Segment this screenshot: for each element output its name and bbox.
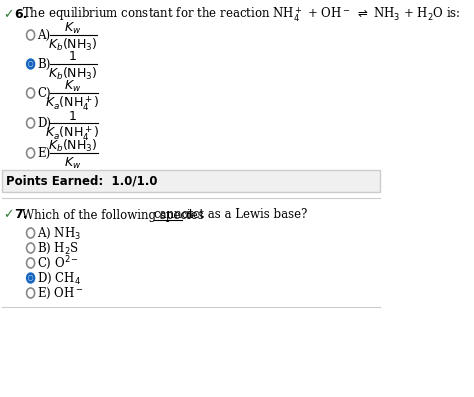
Circle shape	[29, 62, 32, 66]
Text: Points Earned:  1.0/1.0: Points Earned: 1.0/1.0	[6, 175, 157, 187]
Text: $K_a(\mathrm{NH_4^+})$: $K_a(\mathrm{NH_4^+})$	[45, 125, 100, 143]
Text: C) O$^{2-}$: C) O$^{2-}$	[37, 254, 79, 272]
Text: Which of the following species: Which of the following species	[22, 208, 207, 222]
Text: $K_b(\mathrm{NH_3})$: $K_b(\mathrm{NH_3})$	[48, 37, 97, 53]
Text: E) OH$^-$: E) OH$^-$	[37, 285, 83, 301]
Text: 7.: 7.	[15, 208, 28, 222]
Text: cannot: cannot	[154, 208, 194, 222]
Text: $1$: $1$	[68, 110, 77, 123]
Text: D): D)	[37, 116, 51, 129]
Text: $K_w$: $K_w$	[64, 156, 81, 171]
Circle shape	[29, 276, 32, 280]
Text: $K_b(\mathrm{NH_3})$: $K_b(\mathrm{NH_3})$	[48, 66, 97, 82]
Text: 6.: 6.	[15, 8, 28, 21]
Circle shape	[29, 276, 32, 280]
Circle shape	[29, 62, 32, 66]
Text: $K_w$: $K_w$	[64, 21, 81, 36]
Text: act as a Lewis base?: act as a Lewis base?	[182, 208, 307, 222]
Circle shape	[27, 59, 35, 69]
Text: $K_w$: $K_w$	[64, 79, 81, 94]
Text: ✓: ✓	[3, 208, 13, 222]
Circle shape	[27, 273, 35, 283]
Text: D) CH$_4$: D) CH$_4$	[37, 270, 81, 285]
Text: A): A)	[37, 29, 50, 42]
Text: ✓: ✓	[3, 8, 13, 21]
Text: $K_b(\mathrm{NH_3})$: $K_b(\mathrm{NH_3})$	[48, 138, 97, 154]
Text: B): B)	[37, 58, 50, 71]
Text: $K_a(\mathrm{NH_4^+})$: $K_a(\mathrm{NH_4^+})$	[45, 94, 100, 114]
FancyBboxPatch shape	[1, 170, 380, 192]
Text: C): C)	[37, 87, 51, 100]
Text: The equilibrium constant for the reaction NH$_4^+$ + OH$^-$ $\rightleftharpoons$: The equilibrium constant for the reactio…	[22, 6, 460, 24]
Text: E): E)	[37, 146, 50, 160]
Text: B) H$_2$S: B) H$_2$S	[37, 241, 79, 256]
Text: A) NH$_3$: A) NH$_3$	[37, 225, 81, 241]
Text: $1$: $1$	[68, 50, 77, 64]
